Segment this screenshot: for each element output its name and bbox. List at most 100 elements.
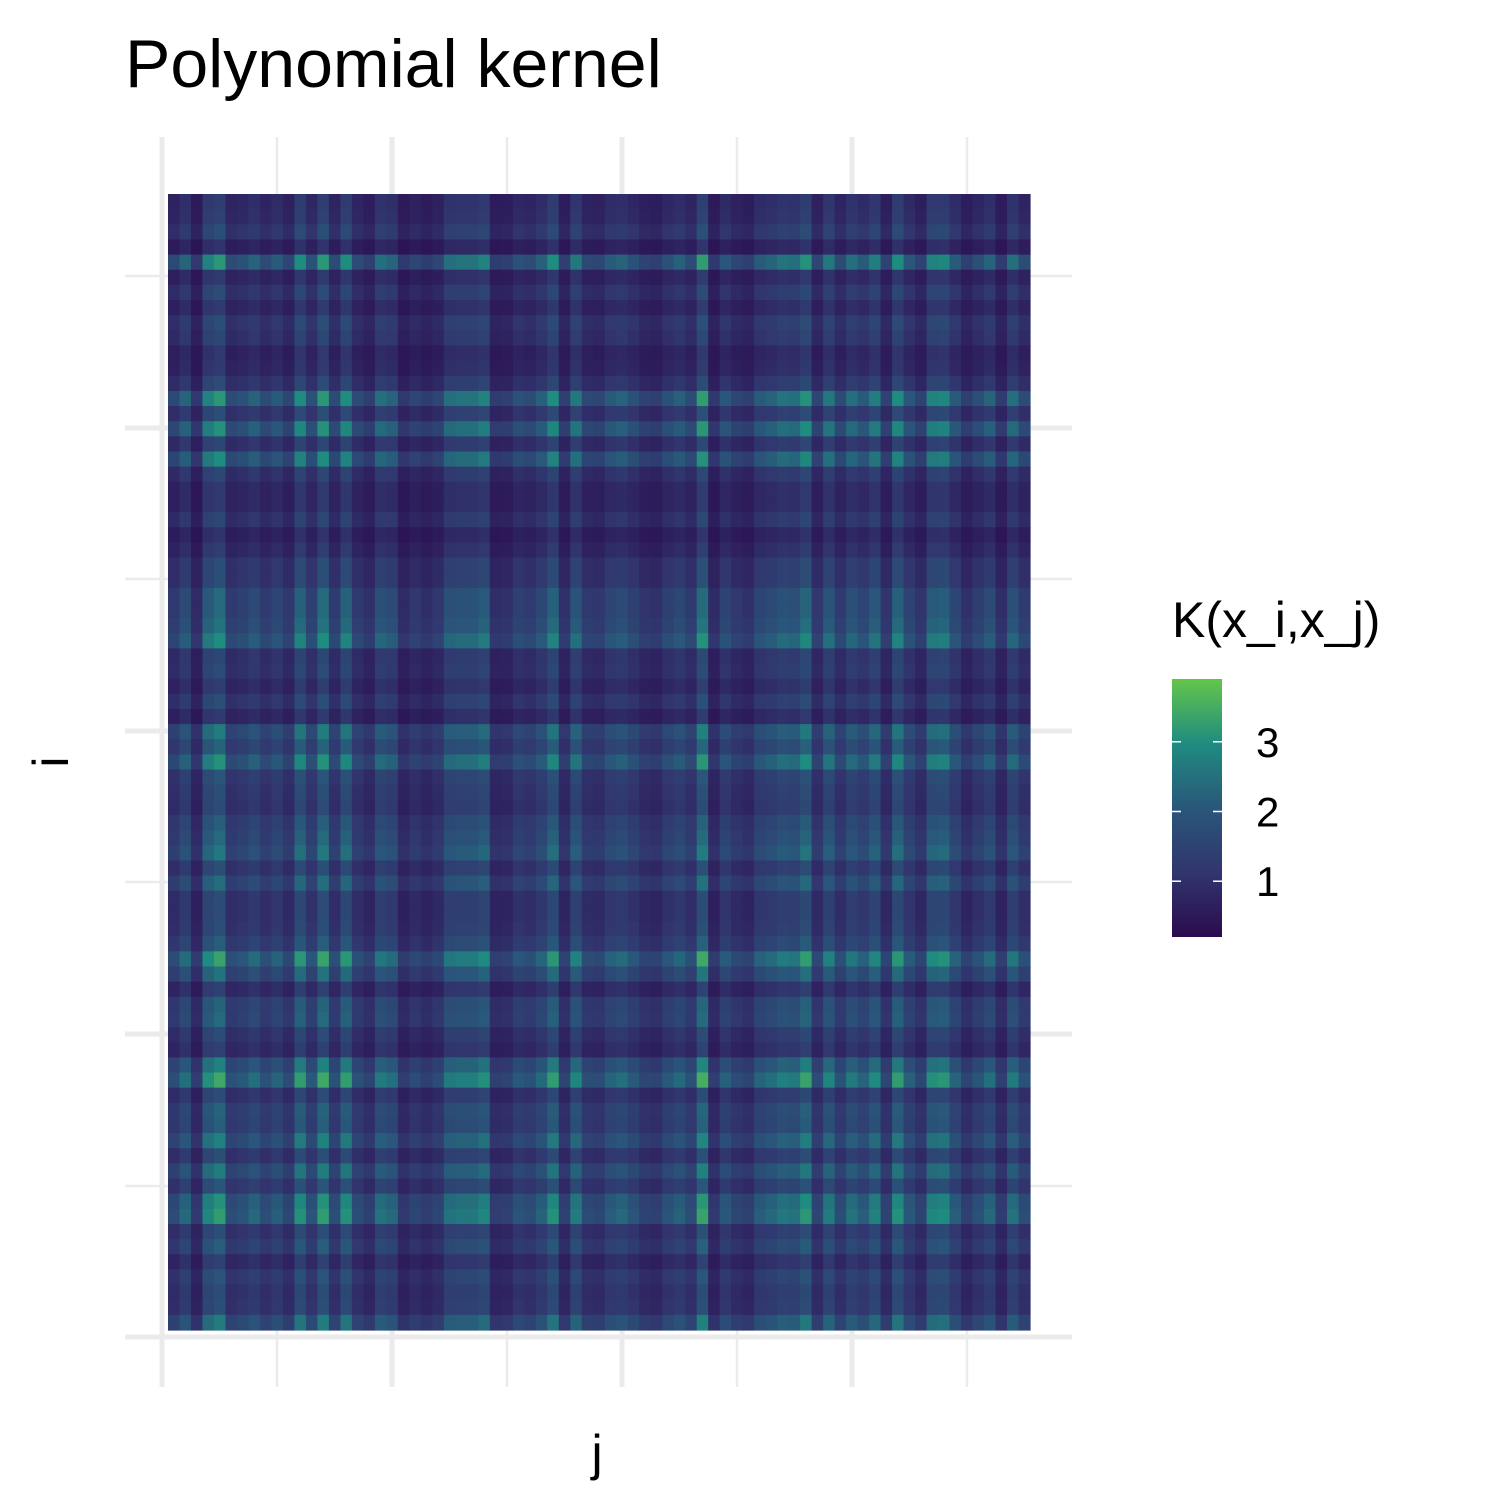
heatmap-cell	[524, 1117, 537, 1134]
heatmap-cell	[225, 1117, 238, 1134]
heatmap-cell	[650, 921, 663, 937]
heatmap-cell	[604, 951, 617, 968]
heatmap-cell	[420, 451, 433, 468]
heatmap-cell	[731, 557, 744, 574]
heatmap-cell	[857, 633, 870, 649]
heatmap-cell	[754, 1117, 767, 1134]
heatmap-cell	[443, 345, 456, 362]
heatmap-cell	[351, 890, 364, 907]
heatmap-cell	[616, 496, 629, 513]
heatmap-cell	[823, 769, 836, 786]
heatmap-cell	[489, 572, 502, 589]
heatmap-cell	[501, 315, 514, 331]
heatmap-cell	[869, 254, 882, 271]
heatmap-cell	[294, 784, 307, 801]
heatmap-cell	[236, 512, 250, 528]
heatmap-cell	[259, 375, 273, 392]
heatmap-cell	[685, 1057, 698, 1074]
heatmap-cell	[317, 1178, 330, 1195]
heatmap-cell	[386, 1148, 399, 1164]
heatmap-cell	[938, 194, 951, 210]
heatmap-cell	[777, 663, 790, 680]
heatmap-cell	[259, 421, 273, 437]
heatmap-cell	[236, 633, 250, 649]
heatmap-cell	[616, 602, 629, 619]
heatmap-cell	[754, 587, 767, 604]
heatmap-cell	[236, 300, 250, 316]
heatmap-cell	[788, 542, 801, 559]
heatmap-cell	[282, 284, 296, 301]
heatmap-cell	[328, 284, 341, 301]
heatmap-cell	[489, 1133, 502, 1149]
heatmap-cell	[903, 254, 916, 271]
heatmap-cell	[593, 890, 606, 907]
heatmap-cell	[179, 209, 192, 225]
heatmap-cell	[179, 1163, 192, 1180]
heatmap-cell	[420, 557, 433, 574]
heatmap-cell	[363, 239, 376, 256]
heatmap-cell	[788, 860, 801, 877]
heatmap-cell	[604, 936, 617, 952]
heatmap-cell	[409, 693, 422, 710]
heatmap-cell	[570, 1163, 583, 1180]
heatmap-cell	[294, 936, 307, 952]
heatmap-cell	[340, 981, 353, 998]
heatmap-cell	[984, 406, 997, 422]
heatmap-cell	[581, 890, 594, 907]
heatmap-cell	[765, 527, 778, 543]
heatmap-cell	[984, 269, 997, 286]
heatmap-cell	[512, 724, 525, 740]
heatmap-cell	[662, 239, 675, 256]
heatmap-cell	[409, 1072, 422, 1089]
heatmap-cell	[777, 315, 790, 331]
heatmap-cell	[501, 496, 514, 513]
heatmap-cell	[386, 905, 399, 922]
heatmap-cell	[1018, 421, 1031, 437]
heatmap-cell	[225, 300, 238, 316]
heatmap-cell	[627, 512, 640, 528]
heatmap-cell	[558, 1072, 571, 1089]
heatmap-cell	[627, 648, 640, 665]
heatmap-cell	[892, 421, 905, 437]
heatmap-cell	[731, 1102, 744, 1119]
heatmap-cell	[478, 708, 491, 725]
heatmap-cell	[1018, 678, 1031, 695]
heatmap-cell	[351, 1011, 364, 1028]
heatmap-cell	[765, 1027, 778, 1043]
heatmap-cell	[305, 724, 319, 740]
heatmap-cell	[938, 481, 951, 498]
heatmap-cell	[317, 345, 330, 362]
heatmap-cell	[271, 1057, 284, 1074]
heatmap-cell	[581, 1027, 594, 1043]
heatmap-cell	[581, 557, 594, 574]
heatmap-cell	[903, 512, 916, 528]
heatmap-cell	[524, 739, 537, 756]
heatmap-cell	[869, 966, 882, 983]
heatmap-cell	[271, 254, 284, 271]
heatmap-cell	[340, 936, 353, 952]
heatmap-cell	[501, 345, 514, 362]
heatmap-cell	[202, 284, 215, 301]
heatmap-cell	[719, 724, 732, 740]
heatmap-cell	[627, 996, 640, 1013]
heatmap-cell	[524, 527, 537, 543]
heatmap-cell	[673, 1042, 686, 1058]
heatmap-cell	[811, 648, 824, 665]
heatmap-cell	[420, 1163, 433, 1180]
heatmap-cell	[466, 648, 479, 665]
heatmap-cell	[524, 406, 537, 422]
heatmap-cell	[846, 587, 859, 604]
heatmap-cell	[512, 845, 525, 862]
heatmap-cell	[949, 754, 962, 771]
heatmap-cell	[397, 254, 410, 271]
heatmap-cell	[696, 421, 709, 437]
heatmap-cell	[949, 1042, 962, 1058]
heatmap-cell	[915, 784, 928, 801]
heatmap-cell	[811, 1148, 824, 1164]
heatmap-cell	[351, 375, 364, 392]
heatmap-cell	[432, 602, 445, 619]
heatmap-cell	[271, 1193, 284, 1210]
heatmap-cell	[662, 724, 675, 740]
heatmap-cell	[535, 981, 548, 998]
heatmap-cell	[1018, 648, 1031, 665]
